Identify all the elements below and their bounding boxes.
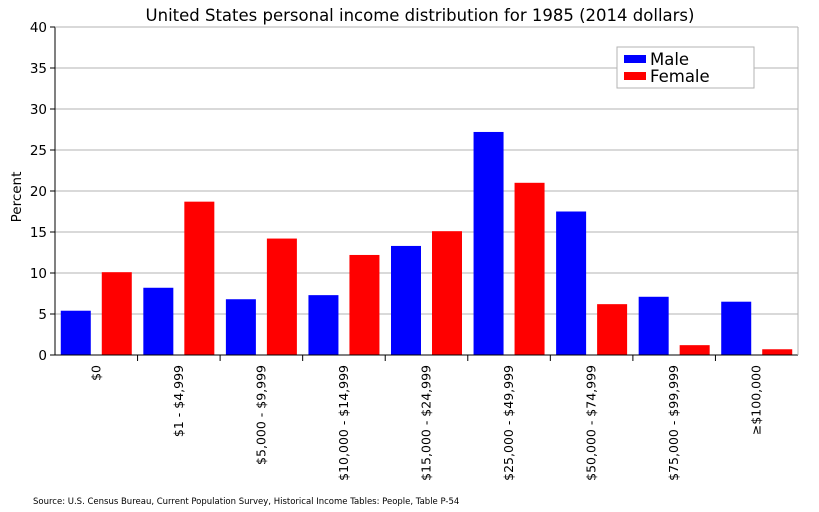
legend-swatch-female bbox=[624, 72, 646, 80]
bars bbox=[60, 131, 793, 355]
bar-female bbox=[266, 238, 297, 355]
bar-male bbox=[60, 310, 91, 355]
bar-male bbox=[638, 296, 669, 355]
source-note: Source: U.S. Census Bureau, Current Popu… bbox=[33, 497, 460, 507]
y-tick-labels: 0 5 10 15 20 25 30 35 40 bbox=[30, 20, 47, 364]
bar-female bbox=[101, 272, 132, 355]
bar-male bbox=[721, 301, 752, 355]
legend-box bbox=[616, 46, 755, 89]
x-tick-label: $5,000 - $9,999 bbox=[253, 365, 268, 465]
bar-male bbox=[556, 211, 587, 355]
legend-label-male: Male bbox=[650, 50, 689, 69]
axes bbox=[54, 26, 799, 361]
bar-female bbox=[679, 345, 710, 355]
bar-female bbox=[349, 254, 380, 355]
x-tick-label: $1 - $4,999 bbox=[171, 365, 186, 437]
y-tick-label: 30 bbox=[30, 102, 47, 118]
x-tick-labels: $0 $1 - $4,999 $5,000 - $9,999 $10,000 - $1… bbox=[88, 365, 763, 481]
x-tick-label: $25,000 - $49,999 bbox=[501, 365, 516, 481]
x-tick-label: $75,000 - $99,999 bbox=[666, 365, 681, 481]
bar-female bbox=[597, 304, 628, 355]
bar-male bbox=[308, 295, 339, 355]
bar-male bbox=[143, 287, 174, 355]
bar-female bbox=[184, 201, 215, 355]
y-tick-label: 5 bbox=[38, 307, 47, 323]
y-tick-label: 20 bbox=[30, 184, 47, 200]
bar-female bbox=[762, 349, 793, 355]
y-tick-label: 35 bbox=[30, 61, 47, 77]
y-tick-label: 0 bbox=[38, 348, 47, 364]
x-tick-label: $0 bbox=[88, 365, 103, 381]
bar-female bbox=[432, 231, 462, 355]
x-tick-label: $10,000 - $14,999 bbox=[336, 365, 351, 481]
bar-male bbox=[473, 131, 504, 355]
bar-male bbox=[391, 245, 421, 355]
chart-title: United States personal income distributi… bbox=[146, 6, 695, 25]
y-tick-label: 10 bbox=[30, 266, 47, 282]
bar-female bbox=[514, 182, 545, 355]
x-tick-label: $15,000 - $24,999 bbox=[419, 365, 434, 481]
y-tick-label: 15 bbox=[30, 225, 47, 241]
y-tick-label: 40 bbox=[30, 20, 47, 36]
x-tick-label: ≥$100,000 bbox=[749, 365, 764, 435]
y-tick-label: 25 bbox=[30, 143, 47, 159]
legend-swatch-male bbox=[624, 55, 646, 63]
legend-label-female: Female bbox=[650, 67, 710, 86]
y-axis-label: Percent bbox=[9, 172, 25, 223]
bar-male bbox=[225, 299, 256, 355]
x-tick-label: $50,000 - $74,999 bbox=[584, 365, 599, 481]
